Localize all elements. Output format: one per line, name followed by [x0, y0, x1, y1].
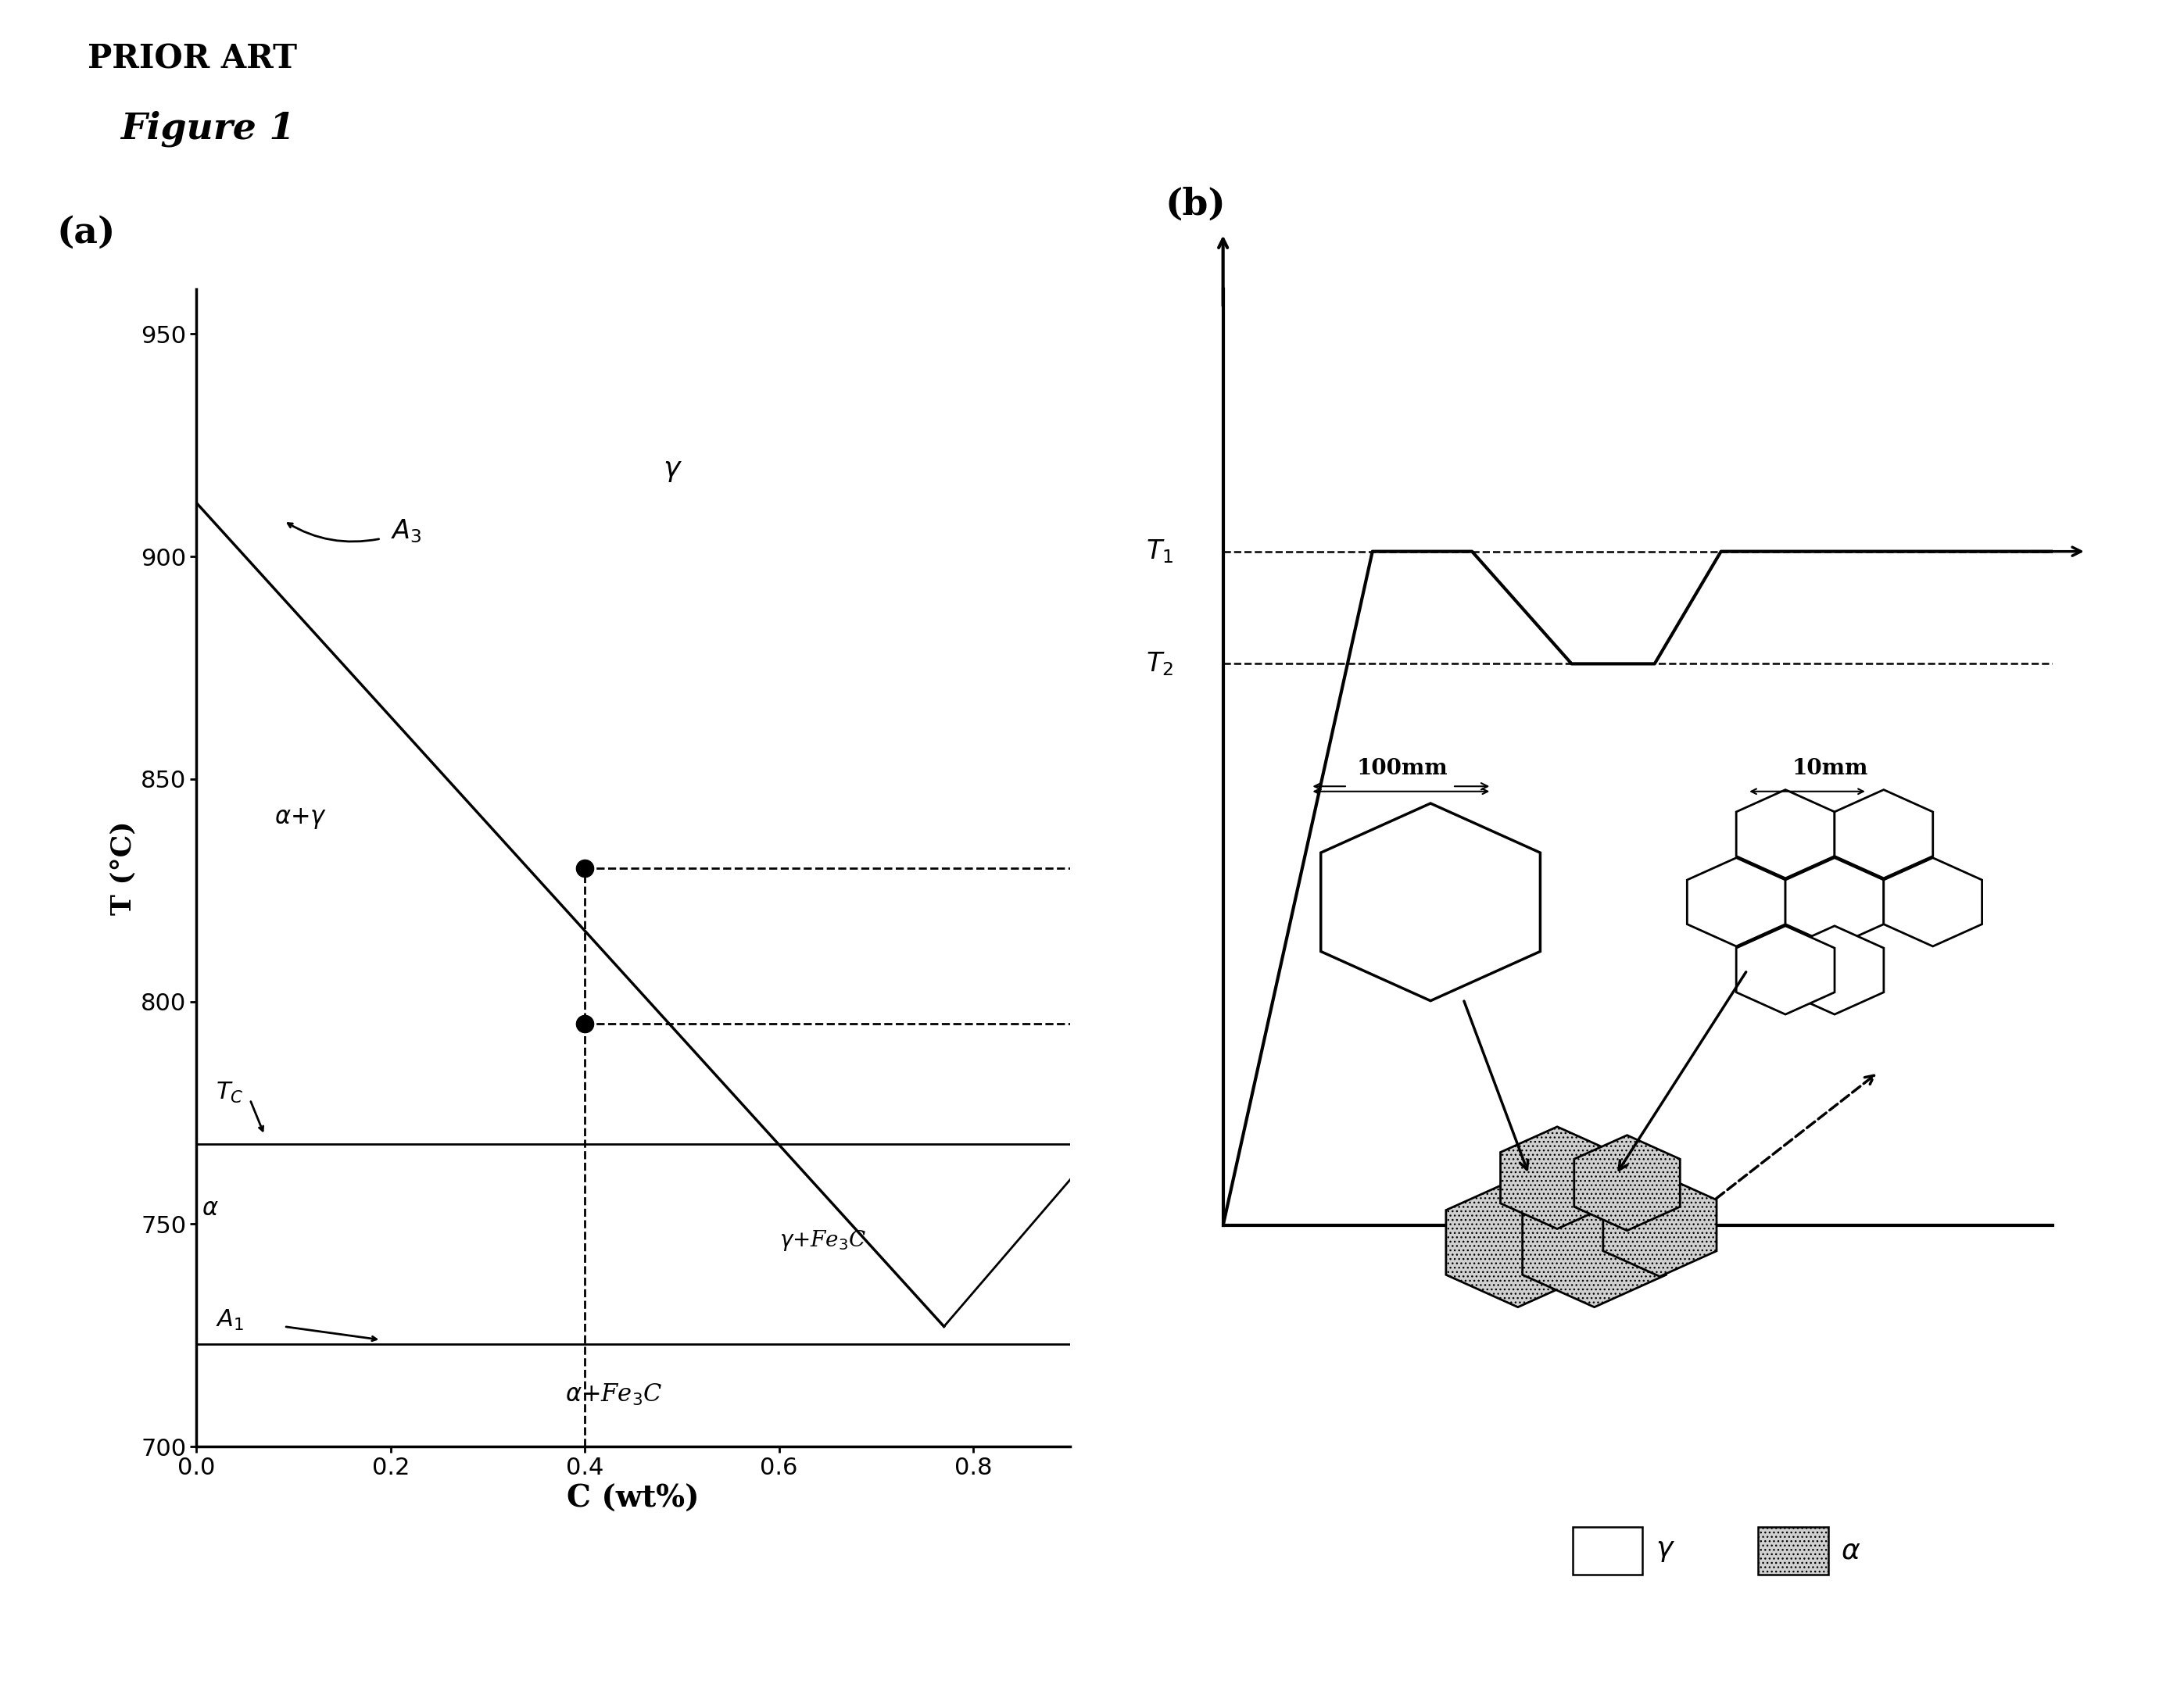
Text: $\gamma$: $\gamma$	[662, 456, 681, 483]
Text: $\gamma$+Fe$_3$C: $\gamma$+Fe$_3$C	[780, 1229, 867, 1253]
Text: $\alpha$: $\alpha$	[1841, 1537, 1861, 1564]
Text: $T_C$: $T_C$	[216, 1081, 245, 1105]
Text: $A_1$: $A_1$	[216, 1307, 245, 1333]
Text: $T_2$: $T_2$	[1147, 650, 1173, 677]
Text: $\alpha$+Fe$_3$C: $\alpha$+Fe$_3$C	[566, 1382, 662, 1408]
Text: $T_1$: $T_1$	[1147, 538, 1173, 565]
Text: $\gamma$: $\gamma$	[1655, 1537, 1675, 1564]
Text: Figure 1: Figure 1	[120, 111, 295, 146]
Text: $\alpha$: $\alpha$	[201, 1197, 218, 1220]
Text: $\alpha$+$\gamma$: $\alpha$+$\gamma$	[275, 807, 328, 831]
Text: (b): (b)	[1164, 186, 1225, 223]
Text: PRIOR ART: PRIOR ART	[87, 43, 297, 75]
Text: (a): (a)	[57, 214, 116, 250]
Y-axis label: T (°C): T (°C)	[109, 820, 135, 916]
Text: 10mm: 10mm	[1793, 757, 1867, 780]
X-axis label: Time: Time	[1594, 1231, 1682, 1259]
X-axis label: C (wt%): C (wt%)	[568, 1484, 699, 1513]
Text: $A_3$: $A_3$	[391, 517, 422, 545]
Text: 100mm: 100mm	[1356, 757, 1448, 780]
